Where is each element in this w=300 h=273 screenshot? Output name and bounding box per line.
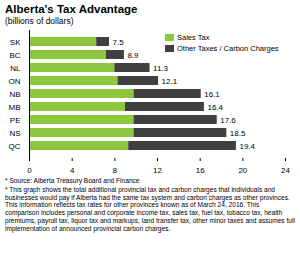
svg-text:4: 4 bbox=[70, 166, 75, 175]
svg-text:19.4: 19.4 bbox=[239, 142, 255, 151]
svg-text:16: 16 bbox=[196, 166, 205, 175]
svg-text:16.4: 16.4 bbox=[207, 103, 223, 112]
html-text:Alberta's Tax Advantage: Alberta's Tax Advantage bbox=[5, 3, 138, 15]
svg-text:NL: NL bbox=[10, 64, 21, 73]
svg-text:16.1: 16.1 bbox=[204, 90, 220, 99]
svg-text:12: 12 bbox=[153, 166, 162, 175]
svg-text:NS: NS bbox=[9, 129, 20, 138]
svg-text:QC: QC bbox=[9, 142, 21, 151]
html-text:Sales Tax: Sales Tax bbox=[177, 33, 210, 42]
html-text:Other Taxes / Carbon Charges: Other Taxes / Carbon Charges bbox=[177, 44, 279, 53]
svg-text:18.5: 18.5 bbox=[230, 129, 246, 138]
svg-text:SK: SK bbox=[10, 38, 21, 47]
svg-text:12.1: 12.1 bbox=[162, 77, 178, 86]
svg-text:ON: ON bbox=[9, 77, 21, 86]
svg-text:24: 24 bbox=[281, 166, 290, 175]
svg-text:BC: BC bbox=[9, 51, 20, 60]
svg-text:11.3: 11.3 bbox=[153, 64, 169, 73]
svg-text:0: 0 bbox=[27, 166, 32, 175]
svg-text:MB: MB bbox=[9, 103, 21, 112]
svg-text:8: 8 bbox=[113, 166, 118, 175]
svg-text:7.5: 7.5 bbox=[113, 38, 125, 47]
svg-text:20: 20 bbox=[238, 166, 247, 175]
html-text:(billions of dollars): (billions of dollars) bbox=[5, 16, 74, 26]
svg-text:17.6: 17.6 bbox=[220, 116, 236, 125]
html-text:* This graph shows the total a: * This graph shows the total additional … bbox=[5, 185, 295, 232]
svg-text:NB: NB bbox=[9, 90, 20, 99]
svg-text:PE: PE bbox=[10, 116, 21, 125]
svg-text:8.9: 8.9 bbox=[127, 51, 139, 60]
html-text:* Source: Alberta Treasury Boa: * Source: Alberta Treasury Board and Fin… bbox=[5, 177, 140, 184]
